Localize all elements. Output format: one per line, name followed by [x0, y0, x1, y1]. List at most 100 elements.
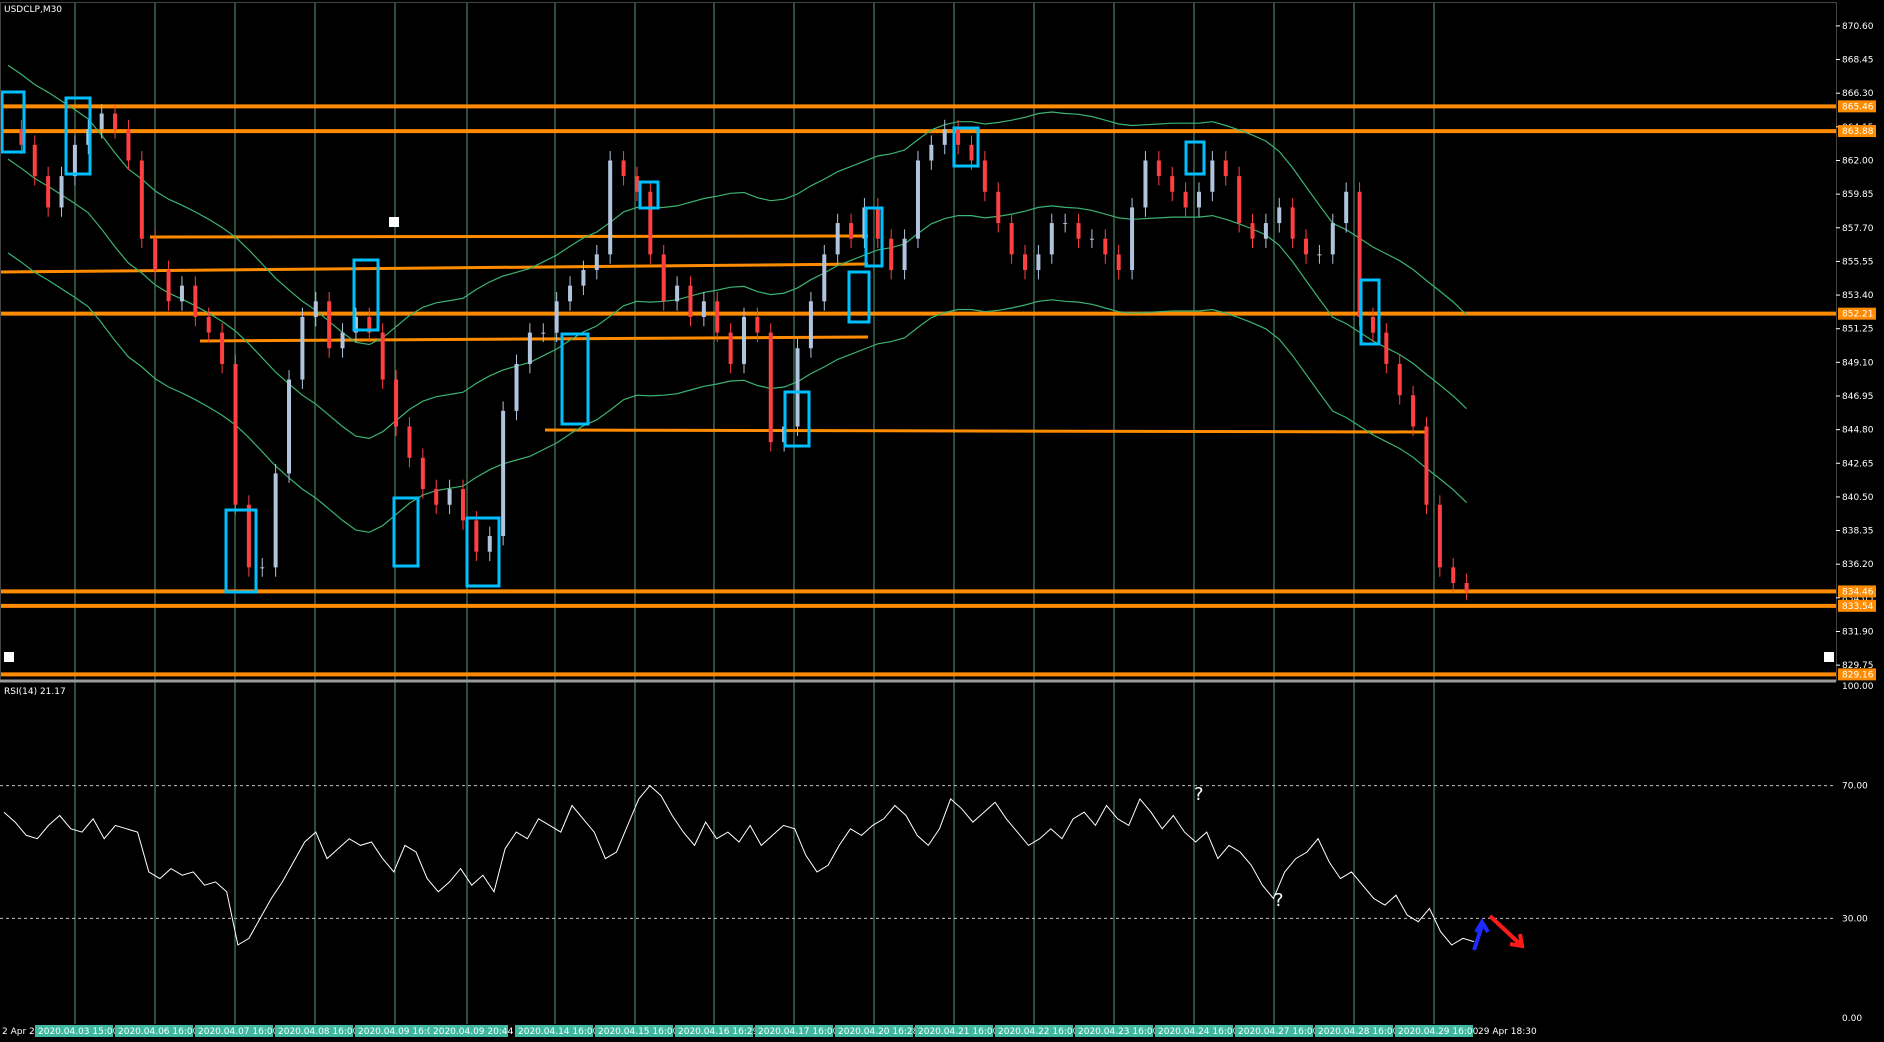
highlight-box-8 — [783, 390, 811, 448]
candle-body-78 — [1049, 223, 1054, 255]
time-label-1: 2020.04.06 16:00 — [118, 1027, 199, 1037]
candle-body-105 — [1411, 395, 1416, 427]
candlesticks — [19, 104, 1469, 601]
rsi-tick-label: 70.00 — [1842, 782, 1868, 792]
candle-body-74 — [996, 191, 1001, 224]
trend-line-2 — [199, 335, 869, 343]
candle-body-53 — [715, 301, 720, 333]
candle-body-19 — [260, 567, 265, 569]
candle-body-95 — [1277, 207, 1282, 224]
rsi-line — [3, 784, 1475, 946]
candle-body-80 — [1076, 223, 1081, 239]
candle-body-39 — [527, 332, 532, 364]
highlight-box-9 — [847, 270, 871, 324]
time-tag-1 — [115, 1025, 193, 1037]
bollinger-bands — [7, 64, 1468, 533]
candle-body-100 — [1344, 191, 1349, 224]
price-tick-label: 849.10 — [1842, 358, 1874, 368]
price-tick-label: 842.65 — [1842, 459, 1874, 469]
candle-body-106 — [1424, 426, 1429, 505]
candle-body-85 — [1143, 160, 1148, 208]
bollinger-band-1 — [7, 158, 1468, 440]
candle-body-70 — [942, 129, 947, 145]
price-tag-3 — [1838, 585, 1876, 598]
candle-body-91 — [1223, 160, 1228, 177]
candle-body-4 — [59, 176, 64, 208]
highlight-box-6 — [560, 332, 590, 426]
candle-body-52 — [701, 301, 706, 317]
candle-body-96 — [1290, 207, 1295, 239]
time-tag-2 — [195, 1025, 273, 1037]
trend-line-3 — [544, 428, 1426, 434]
candle-body-93 — [1250, 223, 1255, 239]
candle-body-20 — [273, 473, 278, 568]
trend-line-0 — [149, 234, 869, 239]
price-tick-label: 851.25 — [1842, 325, 1874, 335]
price-tick-label: 857.70 — [1842, 224, 1874, 234]
candle-body-77 — [1036, 254, 1041, 271]
candle-body-9 — [126, 129, 131, 161]
price-tick-label: 853.40 — [1842, 291, 1874, 301]
time-label-2: 2020.04.07 16:00 — [198, 1027, 279, 1037]
candle-body-83 — [1116, 254, 1121, 271]
candle-body-76 — [1023, 254, 1028, 271]
candle-body-68 — [915, 160, 920, 239]
candle-body-60 — [808, 301, 813, 349]
candle-body-43 — [581, 270, 586, 286]
time-axis: 2 Apr 2 2020.04.03 15:00 2020.04.06 16:00 2… — [2, 1025, 1537, 1037]
candle-body-99 — [1330, 223, 1335, 255]
candle-body-108 — [1451, 567, 1456, 583]
time-label-first: 2 Apr 2 — [2, 1027, 35, 1037]
time-label-17: 2020.04.29 16:00 — [1398, 1027, 1479, 1037]
highlight-box-2 — [224, 508, 258, 594]
price-tag-label-2: 852.21 — [1842, 310, 1874, 320]
candle-body-29 — [394, 379, 399, 427]
candle-body-22 — [300, 316, 305, 380]
price-tag-0 — [1838, 100, 1876, 113]
time-tag-12 — [995, 1025, 1073, 1037]
time-tag-5 — [430, 1025, 508, 1037]
question-mark-2: ? — [1274, 890, 1284, 911]
bollinger-band-0 — [7, 64, 1468, 346]
time-label-10: 2020.04.20 16:28 — [838, 1027, 919, 1037]
candle-body-66 — [889, 238, 894, 271]
candle-body-84 — [1130, 207, 1135, 271]
candle-body-92 — [1237, 176, 1242, 224]
price-tick-label: 840.50 — [1842, 493, 1874, 503]
price-tick-label: 834.05 — [1842, 594, 1874, 604]
candle-body-57 — [768, 332, 773, 443]
candle-body-59 — [795, 348, 800, 427]
price-tag-label-1: 863.88 — [1842, 127, 1874, 137]
time-tag-11 — [915, 1025, 993, 1037]
time-label-last: 29 Apr 18:30 — [1478, 1027, 1537, 1037]
time-label-14: 2020.04.24 16:00 — [1158, 1027, 1239, 1037]
highlight-box-0 — [0, 90, 26, 154]
highlight-box-11 — [952, 126, 980, 168]
time-tag-16 — [1315, 1025, 1393, 1037]
candle-body-50 — [675, 285, 680, 302]
time-label-11: 2020.04.21 16:00 — [918, 1027, 999, 1037]
time-label-8: 2020.04.16 16:29 — [678, 1027, 759, 1037]
rsi-tick-label: 100.00 — [1842, 682, 1874, 692]
candle-body-61 — [822, 254, 827, 302]
time-tag-4 — [355, 1025, 433, 1037]
candle-body-2 — [32, 144, 37, 177]
time-tag-8 — [675, 1025, 753, 1037]
price-tag-label-4: 833.54 — [1842, 602, 1874, 612]
candle-body-46 — [621, 160, 626, 177]
time-tag-9 — [755, 1025, 833, 1037]
candle-body-101 — [1357, 191, 1362, 317]
candle-body-87 — [1170, 176, 1175, 192]
price-tick-label: 868.45 — [1842, 56, 1874, 66]
candle-body-107 — [1437, 504, 1442, 568]
arrow-down-icon — [1488, 914, 1525, 949]
time-label-16: 2020.04.28 16:00 — [1318, 1027, 1399, 1037]
price-tick-label: 829.75 — [1842, 661, 1874, 671]
candle-body-98 — [1317, 254, 1322, 256]
highlight-box-10 — [864, 206, 884, 268]
time-tag-7 — [595, 1025, 673, 1037]
candle-body-109 — [1464, 582, 1469, 591]
candle-body-40 — [541, 332, 546, 334]
candle-body-13 — [179, 285, 184, 302]
